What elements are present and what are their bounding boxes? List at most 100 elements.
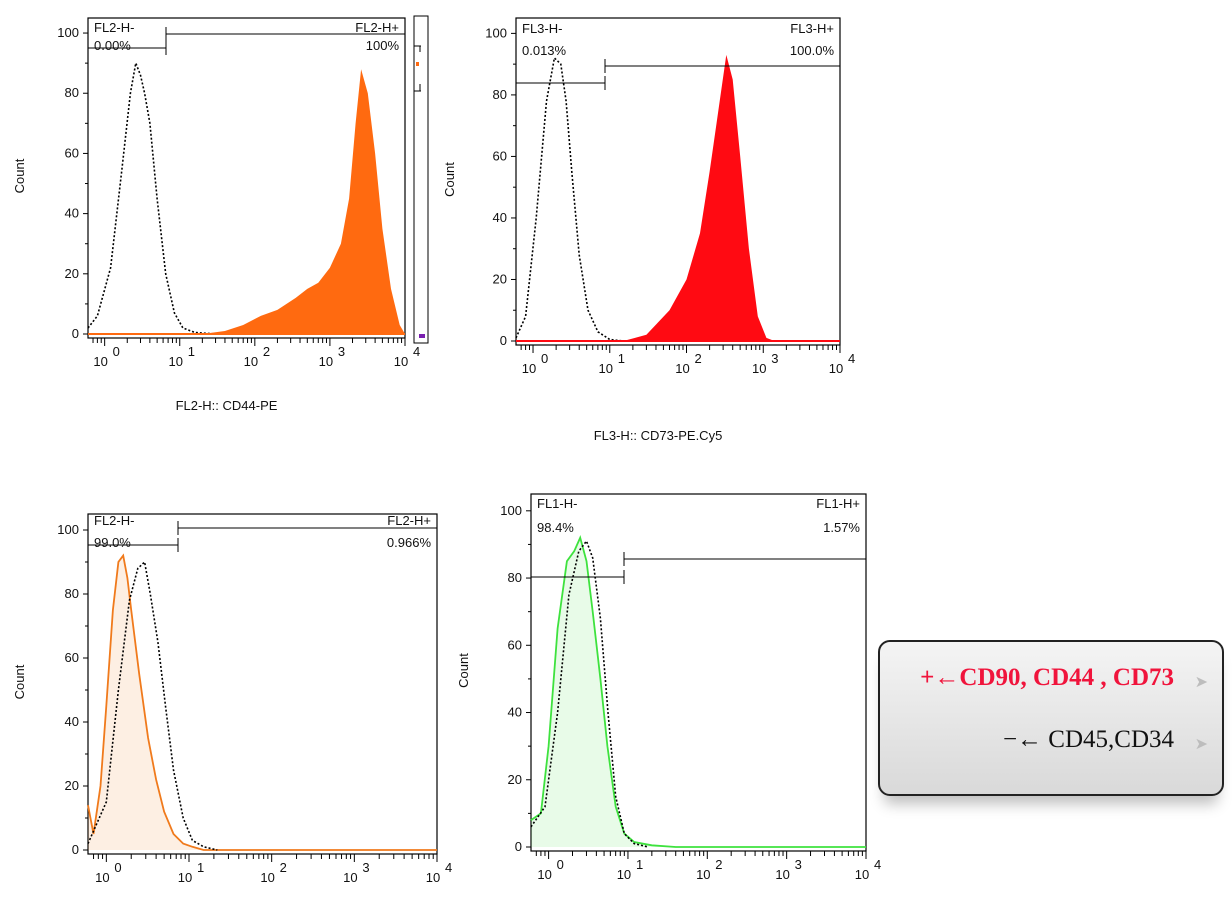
negative-gate-label: FL3-H- bbox=[522, 21, 562, 36]
positive-gate-value: 1.57% bbox=[823, 520, 860, 535]
y-tick-label: 100 bbox=[500, 503, 522, 518]
y-tick-label: 0 bbox=[500, 333, 507, 348]
x-tick-label: 10 bbox=[522, 361, 536, 376]
negative-gate-value: 98.4% bbox=[537, 520, 574, 535]
x-tick-exponent: 2 bbox=[263, 344, 270, 359]
y-axis-label: Count bbox=[12, 664, 27, 699]
x-tick-label: 10 bbox=[829, 361, 843, 376]
positive-gate-label: FL2-H+ bbox=[387, 513, 431, 528]
x-tick-label: 10 bbox=[319, 354, 333, 369]
x-tick-exponent: 3 bbox=[362, 860, 369, 875]
histogram-fill-series-2 bbox=[88, 69, 405, 334]
plot-frame bbox=[87, 513, 438, 855]
x-tick-exponent: 1 bbox=[197, 860, 204, 875]
marker-legend-box: +←CD90, CD44 , CD73 ➤ −← CD45,CD34 ➤ bbox=[878, 640, 1224, 796]
x-tick-label: 10 bbox=[599, 361, 613, 376]
x-tick-label: 10 bbox=[855, 867, 869, 882]
y-tick-label: 100 bbox=[57, 25, 79, 40]
x-tick-label: 10 bbox=[244, 354, 258, 369]
x-tick-label: 10 bbox=[617, 867, 631, 882]
x-tick-exponent: 1 bbox=[636, 857, 643, 872]
x-tick-label: 10 bbox=[752, 361, 766, 376]
histogram-panel-2: 020406080100100101102103104CountFL3-H:: … bbox=[442, 17, 855, 443]
x-tick-exponent: 4 bbox=[413, 344, 420, 359]
x-tick-label: 10 bbox=[95, 870, 109, 885]
positive-gate-value: 100.0% bbox=[790, 43, 835, 58]
histogram-line-series-1 bbox=[530, 535, 866, 848]
x-tick-exponent: 2 bbox=[715, 857, 722, 872]
x-tick-label: 10 bbox=[394, 354, 408, 369]
y-tick-label: 0 bbox=[72, 326, 79, 341]
negative-gate-label: FL2-H- bbox=[94, 513, 134, 528]
y-tick-label: 20 bbox=[508, 772, 522, 787]
x-tick-label: 10 bbox=[696, 867, 710, 882]
x-tick-exponent: 1 bbox=[618, 351, 625, 366]
histogram-line-series-1 bbox=[87, 60, 216, 335]
y-axis-label: Count bbox=[456, 653, 471, 688]
positive-gate-label: FL2-H+ bbox=[355, 20, 399, 35]
x-tick-exponent: 3 bbox=[771, 351, 778, 366]
x-tick-label: 10 bbox=[343, 870, 357, 885]
negative-gate-value: 0.013% bbox=[522, 43, 567, 58]
plot-frame bbox=[87, 17, 406, 339]
y-tick-label: 80 bbox=[508, 570, 522, 585]
x-tick-label: 10 bbox=[426, 870, 440, 885]
x-axis-label: FL3-H:: CD73-PE.Cy5 bbox=[594, 428, 723, 443]
x-tick-exponent: 4 bbox=[874, 857, 881, 872]
x-tick-exponent: 3 bbox=[795, 857, 802, 872]
histogram-fill-series-2 bbox=[516, 54, 775, 342]
y-tick-label: 60 bbox=[65, 650, 79, 665]
y-tick-label: 100 bbox=[57, 522, 79, 537]
x-tick-exponent: 2 bbox=[280, 860, 287, 875]
histogram-line-series-1 bbox=[87, 553, 437, 851]
x-tick-exponent: 0 bbox=[541, 351, 548, 366]
positive-gate-label: FL1-H+ bbox=[816, 496, 860, 511]
y-tick-label: 60 bbox=[493, 148, 507, 163]
histogram-panel-3: 020406080100100101102103104CountFL2-H-99… bbox=[12, 513, 452, 885]
x-tick-label: 10 bbox=[675, 361, 689, 376]
x-tick-label: 10 bbox=[178, 870, 192, 885]
y-tick-label: 40 bbox=[508, 705, 522, 720]
histogram-fill-series-1 bbox=[531, 537, 866, 847]
x-tick-label: 10 bbox=[93, 354, 107, 369]
y-tick-label: 20 bbox=[493, 271, 507, 286]
negative-gate-label: FL1-H- bbox=[537, 496, 577, 511]
y-axis-label: Count bbox=[12, 158, 27, 193]
negative-gate-value: 0.00% bbox=[94, 38, 131, 53]
y-tick-label: 0 bbox=[72, 842, 79, 857]
x-tick-label: 10 bbox=[169, 354, 183, 369]
x-tick-label: 10 bbox=[260, 870, 274, 885]
y-tick-label: 60 bbox=[508, 637, 522, 652]
x-tick-exponent: 3 bbox=[338, 344, 345, 359]
y-tick-label: 20 bbox=[65, 266, 79, 281]
plot-frame bbox=[515, 17, 841, 346]
x-tick-exponent: 1 bbox=[188, 344, 195, 359]
negative-gate-label: FL2-H- bbox=[94, 20, 134, 35]
histogram-line-series-2 bbox=[87, 560, 218, 851]
x-axis-label: FL2-H:: CD44-PE bbox=[176, 398, 278, 413]
histogram-line-series-2 bbox=[530, 539, 649, 848]
x-tick-exponent: 4 bbox=[445, 860, 452, 875]
y-tick-label: 0 bbox=[515, 839, 522, 854]
y-tick-label: 80 bbox=[65, 85, 79, 100]
x-tick-label: 10 bbox=[775, 867, 789, 882]
y-tick-label: 80 bbox=[493, 87, 507, 102]
x-tick-exponent: 4 bbox=[848, 351, 855, 366]
positive-gate-value: 100% bbox=[366, 38, 400, 53]
x-tick-exponent: 2 bbox=[695, 351, 702, 366]
x-tick-exponent: 0 bbox=[557, 857, 564, 872]
plot-frame bbox=[530, 493, 867, 852]
histogram-line-series-1 bbox=[515, 56, 624, 342]
y-tick-label: 40 bbox=[65, 714, 79, 729]
positive-gate-value: 0.966% bbox=[387, 535, 432, 550]
histogram-panel-4: 020406080100100101102103104CountFL1-H-98… bbox=[456, 493, 881, 882]
y-tick-label: 40 bbox=[493, 210, 507, 225]
y-tick-label: 80 bbox=[65, 586, 79, 601]
x-tick-exponent: 0 bbox=[113, 344, 120, 359]
y-tick-label: 20 bbox=[65, 778, 79, 793]
positive-gate-label: FL3-H+ bbox=[790, 21, 834, 36]
y-tick-label: 60 bbox=[65, 145, 79, 160]
x-tick-exponent: 0 bbox=[114, 860, 121, 875]
y-tick-label: 100 bbox=[485, 25, 507, 40]
